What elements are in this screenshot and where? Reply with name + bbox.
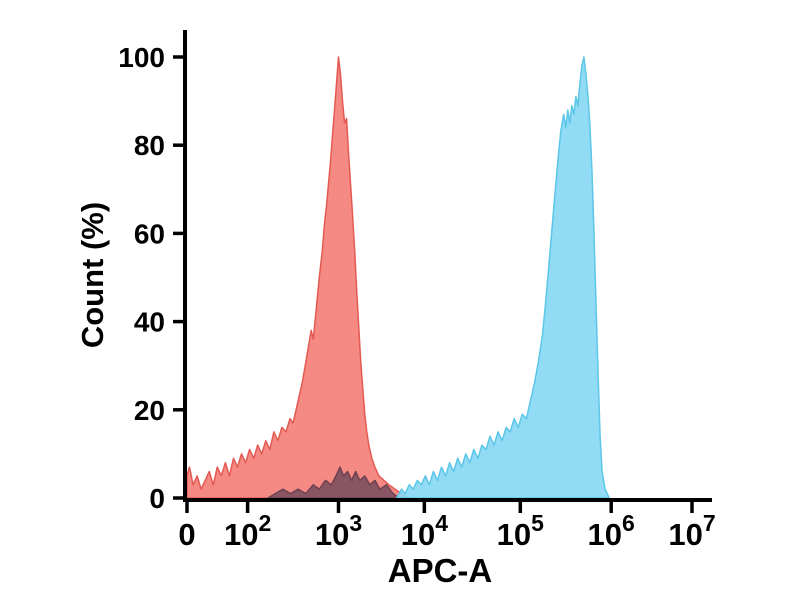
y-tick-label-4: 80 bbox=[134, 130, 165, 161]
overlap-population-area bbox=[267, 466, 400, 499]
series-layer bbox=[186, 56, 610, 499]
x-tick-label-5: 106 bbox=[588, 510, 635, 552]
x-tick-label-6: 107 bbox=[668, 510, 715, 552]
red-population-area bbox=[186, 56, 410, 499]
y-axis-title: Count (%) bbox=[75, 202, 110, 348]
x-tick-label-2: 103 bbox=[315, 510, 362, 552]
x-tick-label-0: 0 bbox=[178, 517, 195, 552]
x-tick-label-3: 104 bbox=[401, 510, 448, 552]
axes-layer bbox=[183, 30, 712, 502]
x-axis-title: APC-A bbox=[388, 552, 493, 589]
y-tick-label-5: 100 bbox=[118, 42, 165, 73]
x-tick-label-1: 102 bbox=[224, 510, 271, 552]
ticks-layer: 0 102 103 104 105 106 107 0 20 40 60 80 100 bbox=[118, 42, 715, 552]
y-tick-label-1: 20 bbox=[134, 395, 165, 426]
y-tick-label-2: 40 bbox=[134, 307, 165, 338]
y-tick-label-3: 60 bbox=[134, 218, 165, 249]
x-tick-label-4: 105 bbox=[497, 510, 544, 552]
y-tick-label-0: 0 bbox=[149, 483, 165, 514]
blue-population-area bbox=[395, 56, 610, 499]
